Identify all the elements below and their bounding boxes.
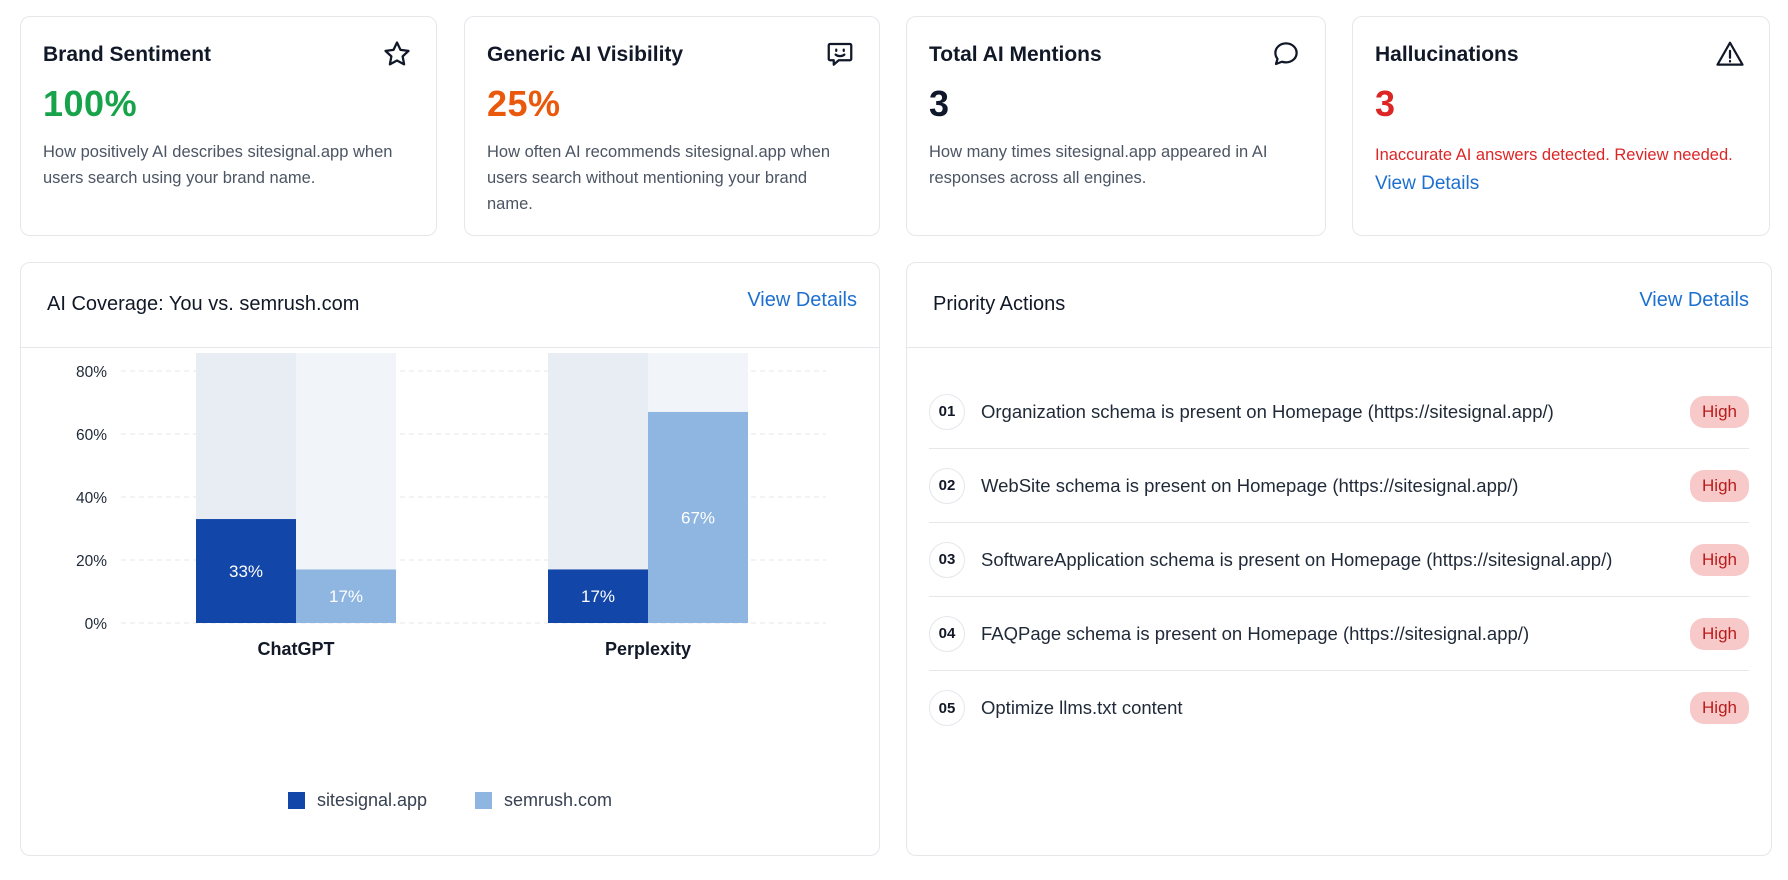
item-number: 05 xyxy=(929,690,965,726)
data-label: 17% xyxy=(581,587,615,606)
x-tick-label: Perplexity xyxy=(605,639,691,659)
legend-label: semrush.com xyxy=(504,790,613,810)
item-text: SoftwareApplication schema is present on… xyxy=(981,548,1613,570)
legend-swatch xyxy=(287,792,305,809)
list-item[interactable]: 01 Organization schema is present on Hom… xyxy=(929,375,1749,449)
card-title: Generic AI Visibility xyxy=(487,43,684,66)
brand-sentiment-card: Brand Sentiment 100% How positively AI d… xyxy=(20,16,437,236)
item-number: 04 xyxy=(929,615,965,652)
item-text: Organization schema is present on Homepa… xyxy=(981,400,1554,422)
card-description: Inaccurate AI answers detected. Review n… xyxy=(1375,146,1733,164)
y-tick-label: 80% xyxy=(76,364,107,381)
legend-label: sitesignal.app xyxy=(316,790,428,810)
coverage-view-details-link[interactable]: View Details xyxy=(747,289,857,311)
card-description: How positively AI describes sitesignal.a… xyxy=(43,143,393,187)
data-label: 17% xyxy=(329,587,363,606)
card-title: Brand Sentiment xyxy=(43,43,212,66)
panel-title: Priority Actions xyxy=(933,293,1066,315)
list-item[interactable]: 04 FAQPage schema is present on Homepage… xyxy=(929,597,1749,671)
y-tick-label: 0% xyxy=(85,616,108,633)
priority-badge: High xyxy=(1690,692,1749,724)
list-item[interactable]: 02 WebSite schema is present on Homepage… xyxy=(929,449,1749,523)
data-label: 33% xyxy=(229,562,263,581)
warning-icon xyxy=(1715,39,1745,69)
card-value: 3 xyxy=(929,83,950,124)
priority-badge: High xyxy=(1690,395,1749,428)
bar xyxy=(648,411,748,623)
x-tick-label: ChatGPT xyxy=(257,639,334,659)
bar xyxy=(548,569,648,623)
panel-title: AI Coverage: You vs. semrush.com xyxy=(47,293,360,315)
data-label: 67% xyxy=(681,508,715,527)
card-description: How often AI recommends sitesignal.app w… xyxy=(487,143,831,213)
star-icon xyxy=(382,39,412,69)
item-text: Optimize llms.txt content xyxy=(981,697,1183,718)
priority-badge: High xyxy=(1690,617,1749,650)
item-text: FAQPage schema is present on Homepage (h… xyxy=(981,622,1530,644)
item-number: 01 xyxy=(929,393,965,430)
priority-actions-list: 01 Organization schema is present on Hom… xyxy=(929,375,1749,745)
panel-header: AI Coverage: You vs. semrush.com View De… xyxy=(21,263,879,348)
card-description: How many times sitesignal.app appeared i… xyxy=(929,143,1268,187)
card-title: Total AI Mentions xyxy=(929,43,1102,66)
card-value: 3 xyxy=(1375,83,1396,124)
legend-swatch xyxy=(475,792,493,809)
total-ai-mentions-card: Total AI Mentions 3 How many times sites… xyxy=(906,16,1326,236)
chat-smile-icon xyxy=(825,39,855,69)
list-item[interactable]: 05 Optimize llms.txt content High xyxy=(929,671,1749,745)
card-title: Hallucinations xyxy=(1375,43,1519,66)
priority-badge: High xyxy=(1690,543,1749,576)
legend-item-semrush: semrush.com xyxy=(475,790,612,811)
item-number: 02 xyxy=(929,467,965,504)
legend-item-sitesignal: sitesignal.app xyxy=(287,790,428,811)
item-text: WebSite schema is present on Homepage (h… xyxy=(981,474,1519,496)
generic-ai-visibility-card: Generic AI Visibility 25% How often AI r… xyxy=(464,16,880,236)
bar xyxy=(196,519,296,623)
item-number: 03 xyxy=(929,541,965,578)
card-value: 100% xyxy=(43,83,138,124)
hallucinations-view-details-link[interactable]: View Details xyxy=(1375,173,1480,194)
bar xyxy=(296,569,396,623)
panel-header: Priority Actions View Details xyxy=(907,263,1771,348)
priority-actions-panel: Priority Actions View Details 01 Organiz… xyxy=(906,262,1772,856)
priority-view-details-link[interactable]: View Details xyxy=(1639,289,1749,311)
list-item[interactable]: 03 SoftwareApplication schema is present… xyxy=(929,523,1749,597)
chart-legend: sitesignal.app semrush.com xyxy=(21,790,879,811)
card-value: 25% xyxy=(487,83,561,124)
hallucinations-card: Hallucinations 3 Inaccurate AI answers d… xyxy=(1352,16,1770,236)
coverage-bar-chart: 0%20%40%60%80%100%33%17%ChatGPT17%67%Per… xyxy=(76,353,826,659)
priority-badge: High xyxy=(1690,469,1749,502)
ai-coverage-panel: AI Coverage: You vs. semrush.com View De… xyxy=(20,262,880,856)
y-tick-label: 40% xyxy=(76,490,107,507)
y-tick-label: 20% xyxy=(76,553,107,570)
y-tick-label: 60% xyxy=(76,427,107,444)
chat-bubble-icon xyxy=(1271,39,1301,69)
